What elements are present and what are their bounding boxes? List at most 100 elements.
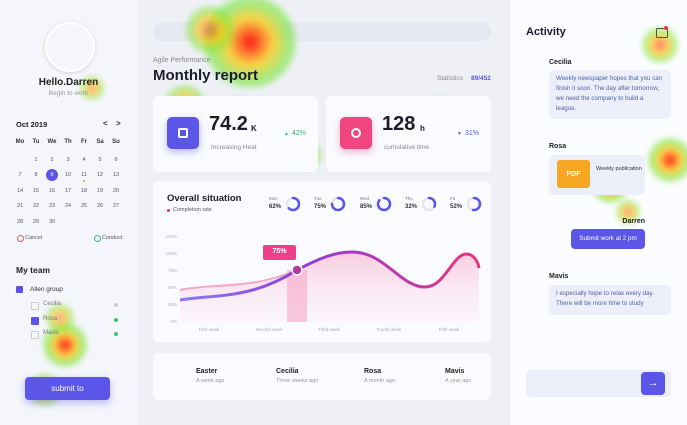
weekday: Su [112, 139, 120, 145]
card-icon [167, 117, 199, 149]
day[interactable]: 3 [66, 157, 70, 163]
day[interactable]: 2 [50, 157, 54, 163]
day[interactable]: 24 [64, 203, 72, 209]
day[interactable]: 9 [46, 169, 58, 181]
donut-value: 85% [360, 204, 373, 210]
legend-label: Completion rate [173, 207, 212, 213]
day[interactable]: 23 [48, 203, 56, 209]
day[interactable]: 20 [112, 188, 120, 194]
day[interactable]: 4 [82, 157, 86, 163]
x-label: Fourth week [376, 327, 402, 332]
person-time: A year ago [445, 378, 472, 384]
donut-arc [376, 196, 392, 212]
day[interactable]: 11 [78, 169, 90, 182]
marker [291, 264, 303, 276]
member-checkbox[interactable] [31, 302, 39, 310]
y-label: 0% [170, 319, 177, 324]
sender-name: Cecilia [549, 59, 572, 66]
main-line [179, 250, 481, 302]
send-button[interactable]: → [641, 372, 665, 395]
day[interactable]: 19 [96, 188, 104, 194]
day[interactable]: 16 [48, 188, 56, 194]
callout: 75% [272, 248, 287, 255]
weekday: Sa [96, 139, 104, 145]
day[interactable]: 22 [32, 203, 40, 209]
y-label: 25% [167, 302, 177, 307]
stats-value: 89/452 [471, 75, 491, 82]
day[interactable]: 5 [98, 157, 102, 163]
weekday: Mo [15, 139, 25, 145]
day[interactable]: 14 [16, 188, 24, 194]
avatar [45, 22, 95, 72]
day[interactable]: 15 [32, 188, 40, 194]
sender-name: Rosa [549, 143, 567, 150]
month: Oct 2019 [16, 120, 48, 129]
donut-day: Fri [450, 196, 456, 201]
day[interactable]: 21 [16, 203, 24, 209]
overview-title: Overall situation [167, 193, 242, 204]
person-time: A month ago [364, 378, 395, 384]
file-name: Weekly publication [596, 166, 642, 172]
status-dot [114, 318, 118, 322]
avatar [247, 366, 267, 386]
x-label: Third week [317, 327, 340, 332]
weekday: Fr [81, 139, 87, 145]
message-own: Submit work at 2 pm [571, 229, 645, 249]
card-unit: K [251, 124, 257, 133]
day[interactable]: 8 [34, 172, 38, 178]
mail-icon[interactable] [656, 28, 668, 38]
callout-box [263, 245, 296, 260]
group-checkbox[interactable] [16, 286, 23, 293]
next-button[interactable]: > [116, 119, 121, 128]
day[interactable]: 1 [34, 157, 38, 163]
donut-arc [421, 196, 437, 212]
card-change: 42% [292, 130, 307, 137]
x-label: Fifth week [438, 327, 460, 332]
card-unit: h [420, 124, 425, 133]
change-arrow: ▲ [284, 131, 289, 137]
avatar [652, 218, 668, 234]
avatar [527, 142, 543, 158]
day[interactable]: 13 [112, 172, 120, 178]
cancel[interactable]: Cancel [25, 235, 43, 241]
day[interactable]: 17 [64, 188, 72, 194]
member-checkbox[interactable] [31, 331, 39, 339]
donut-day: Mon [269, 196, 278, 201]
highlight-bar [287, 270, 307, 322]
weekday: We [47, 139, 57, 145]
day[interactable]: 25 [80, 203, 88, 209]
status-dot [114, 303, 118, 307]
person-time: A week ago [196, 378, 225, 384]
donut-value: 32% [405, 204, 418, 210]
day[interactable]: 30 [48, 219, 56, 225]
greeting: Hello.Darren [38, 77, 99, 88]
day[interactable]: 29 [32, 219, 40, 225]
donut-value: 75% [314, 204, 327, 210]
person-time: Three weeks ago [276, 378, 319, 384]
weekday: Tu [32, 139, 40, 145]
kicker: Agile Performance [153, 57, 211, 64]
day[interactable]: 12 [96, 172, 104, 178]
avatar [527, 59, 543, 75]
day[interactable]: 28 [16, 219, 24, 225]
conduct[interactable]: Conduct [102, 235, 123, 241]
person-name: Easter [196, 368, 218, 375]
member-checkbox[interactable] [31, 317, 39, 325]
day[interactable]: 7 [18, 172, 22, 178]
card-value: 74.2 [209, 113, 248, 135]
y-label: 100% [165, 251, 177, 256]
day[interactable]: 26 [96, 203, 104, 209]
submit-button[interactable]: submit to [25, 377, 110, 400]
donut-arc [330, 196, 346, 212]
prev-button[interactable]: < [103, 119, 108, 128]
day[interactable]: 18 [80, 188, 88, 194]
donut-arc [466, 196, 482, 212]
change-arrow: ▼ [457, 131, 462, 137]
day[interactable]: 10 [64, 172, 72, 178]
sender-name: Darren [622, 218, 645, 225]
day[interactable]: 6 [114, 157, 118, 163]
message: Weekly newspaper hopes that you can fini… [549, 70, 671, 119]
day[interactable]: 27 [112, 203, 120, 209]
member-name: Mavis [43, 330, 59, 336]
